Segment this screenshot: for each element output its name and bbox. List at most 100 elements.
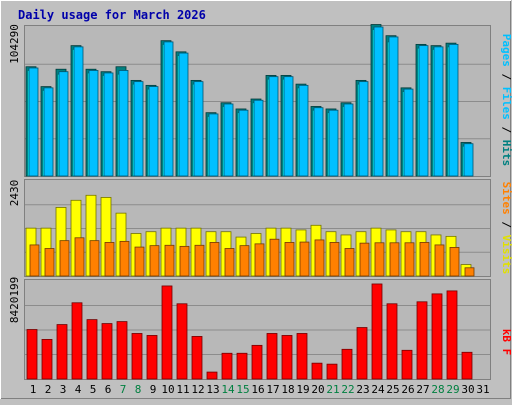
bar-sites-day-25 xyxy=(389,242,400,277)
x-tick-label-day-28: 28 xyxy=(431,383,444,396)
svg-text:Sites / Visits: Sites / Visits xyxy=(500,182,512,275)
bar-sites-day-17 xyxy=(269,238,280,277)
bar-kbf-day-3 xyxy=(56,324,68,380)
bar-pages-day-25 xyxy=(388,36,399,177)
bar-pages-day-8 xyxy=(133,81,144,177)
top-panel-legend: Pages / Files / Hits xyxy=(500,34,512,167)
bar-kbf-day-23 xyxy=(356,327,368,380)
legend-files: Files xyxy=(500,87,512,120)
bars xyxy=(25,24,475,380)
bar-sites-day-5 xyxy=(89,240,100,277)
bar-kbf-day-18 xyxy=(281,335,293,380)
legend-hits: Hits xyxy=(500,140,512,167)
x-tick-label-day-27: 27 xyxy=(416,383,429,396)
x-tick-label-day-30: 30 xyxy=(461,383,474,396)
bar-kbf-day-17 xyxy=(266,333,278,380)
bar-kbf-day-30 xyxy=(461,351,473,380)
bar-kbf-day-10 xyxy=(161,285,173,380)
bar-pages-day-14 xyxy=(223,103,234,177)
bar-sites-day-29 xyxy=(449,247,460,277)
bar-pages-day-12 xyxy=(193,81,204,177)
x-tick-label-day-22: 22 xyxy=(341,383,354,396)
bar-sites-day-8 xyxy=(134,246,145,277)
x-tick-label-day-3: 3 xyxy=(60,383,67,396)
x-tick-label-day-17: 17 xyxy=(266,383,279,396)
bar-pages-day-5 xyxy=(88,70,99,177)
bar-sites-day-2 xyxy=(44,248,55,277)
x-tick-label-day-23: 23 xyxy=(356,383,369,396)
x-tick-label-day-2: 2 xyxy=(45,383,52,396)
x-tick-label-day-9: 9 xyxy=(150,383,157,396)
x-tick-label-day-12: 12 xyxy=(191,383,204,396)
bar-pages-day-2 xyxy=(43,87,54,177)
bar-sites-day-13 xyxy=(209,242,220,277)
x-tick-label-day-16: 16 xyxy=(251,383,264,396)
x-tick-label-day-6: 6 xyxy=(105,383,112,396)
bar-sites-day-12 xyxy=(194,244,205,277)
bar-kbf-day-26 xyxy=(401,349,413,380)
bar-sites-day-9 xyxy=(149,245,160,277)
bar-pages-day-18 xyxy=(283,76,294,177)
bar-kbf-day-28 xyxy=(431,293,443,380)
bar-kbf-day-15 xyxy=(236,352,248,380)
bar-kbf-day-19 xyxy=(296,333,308,380)
x-tick-label-day-8: 8 xyxy=(135,383,142,396)
bar-sites-day-6 xyxy=(104,242,115,277)
x-tick-label-day-10: 10 xyxy=(161,383,174,396)
bar-kbf-day-21 xyxy=(326,363,338,380)
bar-pages-day-27 xyxy=(418,45,429,177)
bar-sites-day-11 xyxy=(179,245,190,277)
bottom-panel-legend: kB F xyxy=(500,329,512,356)
bar-pages-day-3 xyxy=(58,71,69,177)
x-tick-label-day-4: 4 xyxy=(75,383,82,396)
bar-pages-day-6 xyxy=(103,72,114,177)
bar-pages-day-23 xyxy=(358,81,369,177)
bar-kbf-day-29 xyxy=(446,290,458,380)
x-axis-labels: 1 2 3 4 5 6 7 8 9 10 11 12 13 14 15 16 17 18 19 20 21 22 23 24 2… xyxy=(30,383,490,396)
bar-kbf-day-7 xyxy=(116,321,128,380)
x-tick-label-day-14: 14 xyxy=(221,383,235,396)
x-tick-label-day-19: 19 xyxy=(296,383,309,396)
bar-kbf-day-1 xyxy=(26,329,38,380)
x-tick-label-day-26: 26 xyxy=(401,383,414,396)
bar-kbf-day-14 xyxy=(221,352,233,380)
bar-kbf-day-4 xyxy=(71,302,83,380)
bar-kbf-day-9 xyxy=(146,335,158,380)
bar-kbf-day-16 xyxy=(251,344,263,380)
bar-kbf-day-20 xyxy=(311,362,323,380)
bar-sites-day-18 xyxy=(284,242,295,277)
bar-sites-day-23 xyxy=(359,242,370,277)
legend-visits: Visits xyxy=(500,235,512,275)
legend-kbf: kB F xyxy=(500,329,512,356)
bar-pages-day-11 xyxy=(178,52,189,177)
bar-sites-day-3 xyxy=(59,240,70,277)
bar-pages-day-26 xyxy=(403,88,414,177)
bar-pages-day-22 xyxy=(343,103,354,177)
x-tick-label-day-25: 25 xyxy=(386,383,399,396)
chart-title: Daily usage for March 2026 xyxy=(18,8,206,22)
bar-kbf-day-6 xyxy=(101,323,113,380)
bar-pages-day-16 xyxy=(253,99,264,177)
bar-pages-day-29 xyxy=(448,43,459,177)
bar-sites-day-16 xyxy=(254,243,265,277)
bottom-panel-ytick-label: 8420199 xyxy=(8,277,21,323)
x-tick-label-day-18: 18 xyxy=(281,383,294,396)
bar-sites-day-22 xyxy=(344,248,355,277)
bar-kbf-day-24 xyxy=(371,283,383,380)
bar-sites-day-24 xyxy=(374,242,385,277)
bar-kbf-day-5 xyxy=(86,319,98,380)
bar-pages-day-19 xyxy=(298,84,309,177)
middle-panel-legend: Sites / Visits xyxy=(500,182,512,275)
bar-sites-day-20 xyxy=(314,239,325,277)
bar-kbf-day-27 xyxy=(416,301,428,380)
middle-panel-ytick-label: 2430 xyxy=(8,180,21,207)
bar-pages-day-21 xyxy=(328,109,339,177)
x-tick-label-day-20: 20 xyxy=(311,383,324,396)
bar-pages-day-20 xyxy=(313,107,324,177)
x-tick-label-day-21: 21 xyxy=(326,383,339,396)
x-tick-label-day-29: 29 xyxy=(446,383,459,396)
bar-pages-day-1 xyxy=(28,67,39,177)
bar-sites-day-15 xyxy=(239,245,250,277)
x-tick-label-day-1: 1 xyxy=(30,383,37,396)
